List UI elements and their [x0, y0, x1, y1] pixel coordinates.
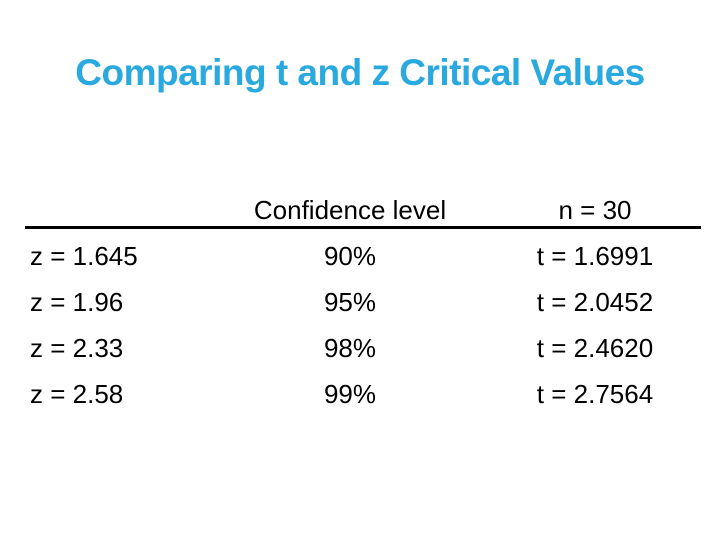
header-n-equals-30: n = 30: [558, 195, 632, 225]
table-row: z = 2.33 98% t = 2.4620: [0, 332, 720, 364]
table-row: z = 1.645 90% t = 1.6991: [0, 240, 720, 272]
t-value: t = 1.6991: [536, 241, 654, 271]
z-value: z = 2.33: [30, 333, 124, 363]
table-header-row: Confidence level n = 30: [0, 194, 720, 226]
header-confidence-level: Confidence level: [253, 195, 447, 225]
z-value: z = 1.645: [30, 241, 138, 271]
page-title: Comparing t and z Critical Values: [75, 52, 645, 93]
confidence-value: 98%: [323, 333, 377, 363]
t-value: t = 2.7564: [536, 379, 654, 409]
z-value: z = 1.96: [30, 287, 124, 317]
confidence-value: 95%: [323, 287, 377, 317]
z-value: z = 2.58: [30, 379, 124, 409]
t-value: t = 2.4620: [536, 333, 654, 363]
table-row: z = 2.58 99% t = 2.7564: [0, 378, 720, 410]
table-row: z = 1.96 95% t = 2.0452: [0, 286, 720, 318]
header-divider-line: [25, 226, 701, 229]
t-value: t = 2.0452: [536, 287, 654, 317]
confidence-value: 99%: [323, 379, 377, 409]
confidence-value: 90%: [323, 241, 377, 271]
